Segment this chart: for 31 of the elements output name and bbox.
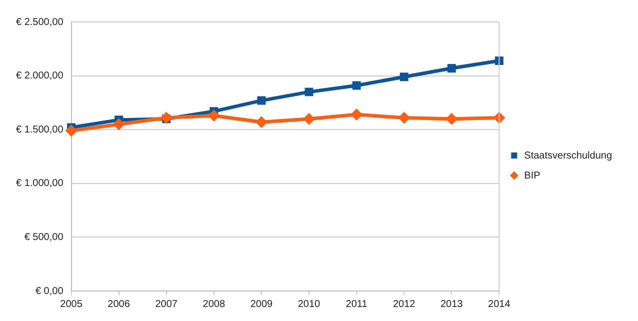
point: [304, 88, 314, 96]
point: [208, 110, 220, 122]
legend-label: Staatsverschuldung: [524, 150, 612, 162]
point: [352, 81, 361, 90]
x-tick-label: 2010: [298, 298, 321, 310]
y-tick-label: € 500,00: [24, 232, 64, 243]
point: [257, 96, 266, 105]
point: [255, 116, 268, 128]
point: [447, 64, 456, 73]
y-tick-label: € 2.000,00: [16, 70, 64, 82]
x-tick-label: 2008: [202, 298, 226, 310]
x-tick-label: 2013: [440, 298, 464, 310]
x-tick-label: 2009: [250, 298, 274, 310]
point: [160, 112, 172, 124]
x-tick-label: 2005: [60, 298, 83, 310]
y-tick-label: € 2.500,00: [16, 16, 64, 28]
x-tick-label: 2014: [488, 298, 511, 310]
y-tick-label: € 1.500,00: [16, 124, 64, 136]
x-tick-label: 2012: [392, 298, 416, 310]
y-tick-label: € 0,00: [35, 286, 64, 297]
point: [400, 72, 408, 82]
x-tick-label: 2007: [155, 298, 178, 310]
point: [65, 124, 78, 137]
x-tick-label: 2011: [346, 298, 368, 310]
y-tick-label: € 1.000,00: [16, 178, 64, 190]
point: [302, 112, 315, 125]
point: [350, 108, 363, 121]
x-tick-label: 2006: [108, 298, 130, 310]
legend-label: BIP: [524, 170, 541, 182]
point: [112, 118, 125, 130]
point: [398, 112, 410, 124]
